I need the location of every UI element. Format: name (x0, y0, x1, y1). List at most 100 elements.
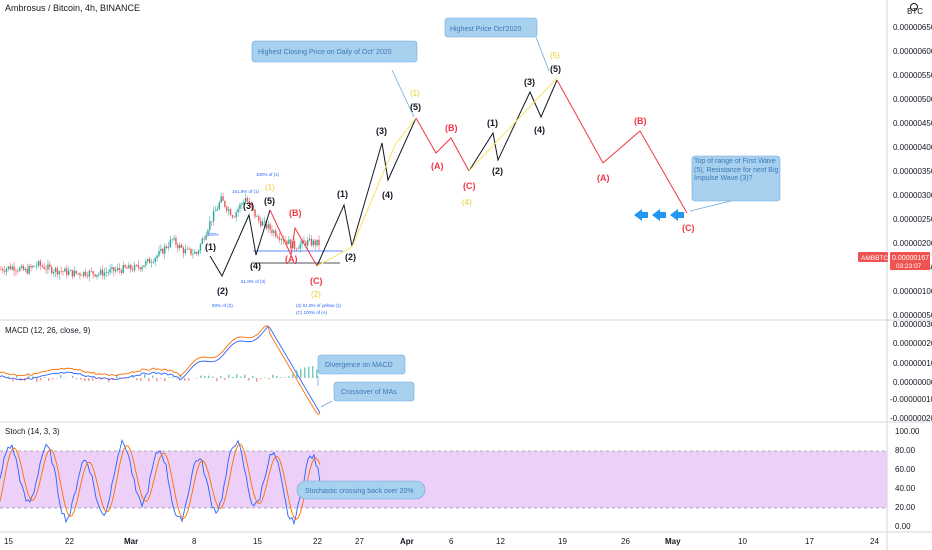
candle-body (203, 238, 205, 240)
fib-label: 100% of (1) (256, 172, 280, 177)
callout-crossover[interactable]: Crossover of MAs (320, 381, 415, 408)
candle-body (98, 273, 100, 275)
stoch-indicator-label[interactable]: Stoch (14, 3, 3) (5, 427, 60, 436)
candle-body (314, 240, 316, 246)
candle-body (37, 261, 40, 266)
price-tick: 0.00000350 (893, 167, 932, 176)
wave-label: (3) (243, 201, 254, 211)
macd-histogram-bar (20, 378, 22, 381)
callout-highest-close[interactable]: Highest Closing Price on Daily of Oct' 2… (251, 40, 418, 118)
wave-label-yellow: (4) (462, 198, 472, 207)
candle-body (32, 265, 34, 268)
callout-divergence[interactable]: Divergence on MACD (317, 354, 406, 386)
candle-body (141, 266, 143, 270)
macd-indicator-label[interactable]: MACD (12, 26, close, 9) (5, 326, 91, 335)
macd-histogram-bar (48, 378, 50, 382)
macd-histogram-bar (240, 376, 242, 378)
candle-body (263, 221, 266, 222)
candle-body (269, 224, 271, 230)
wave-label: (B) (634, 116, 647, 126)
candle-body (190, 248, 192, 255)
candle-body (3, 270, 6, 272)
macd-histogram-bar (296, 370, 298, 378)
time-tick: 10 (738, 537, 747, 546)
candle-body (122, 265, 124, 273)
candle-body (9, 266, 12, 270)
candle-body (120, 270, 123, 273)
candle-body (84, 271, 87, 276)
candle-body (227, 209, 230, 211)
macd-histogram-bar (236, 374, 238, 378)
candle-body (195, 252, 198, 254)
candle-body (246, 197, 249, 202)
candle-body (194, 252, 196, 254)
candle-body (86, 275, 89, 277)
macd-histogram-bar (204, 375, 206, 378)
candle-body (109, 269, 111, 273)
price-axis[interactable]: BTC 0.00000650 0.00000600 0.00000550 0.0… (858, 7, 932, 320)
stoch-axis[interactable]: 100.00 80.00 60.00 40.00 20.00 0.00 (895, 427, 920, 531)
macd-histogram-bar (124, 378, 126, 379)
gear-icon[interactable] (910, 3, 918, 11)
price-candles (0, 192, 320, 282)
candle-body (273, 230, 275, 233)
wave-label: (2) (492, 166, 503, 176)
candle-body (118, 267, 121, 271)
callout-highest-price[interactable]: Highest Price Oct'2020 (444, 17, 550, 72)
candle-body (235, 212, 237, 218)
candle-body (162, 248, 164, 254)
wave-label: (1) (205, 242, 216, 252)
macd-axis[interactable]: 0.00000030 0.00000020 0.00000010 0.00000… (890, 320, 932, 423)
stoch-tick: 60.00 (895, 465, 916, 474)
macd-histogram-bar (256, 378, 258, 382)
candle-body (297, 248, 300, 250)
wave-label: (4) (250, 261, 261, 271)
macd-histogram-bar (156, 378, 158, 382)
time-tick: 22 (65, 537, 74, 546)
price-tick: 0.00000600 (893, 47, 932, 56)
candle-body (243, 202, 245, 204)
candle-body (303, 240, 305, 242)
wave-label: (C) (310, 276, 323, 286)
candle-body (83, 271, 85, 276)
macd-histogram-bar (180, 374, 182, 378)
candle-body (133, 264, 136, 271)
candle-body (278, 237, 281, 240)
macd-histogram-bar (276, 375, 278, 378)
candle-body (39, 261, 42, 266)
candle-body (154, 258, 156, 262)
candle-body (286, 240, 288, 245)
stoch-tick: 0.00 (895, 522, 911, 531)
last-price-text: 0.00000167 (892, 255, 929, 262)
time-tick: 17 (805, 537, 814, 546)
fib-label: (C) 100% of (A) (296, 310, 328, 315)
candle-body (7, 266, 10, 269)
arrow-left-icon (652, 209, 666, 221)
fib-label: 100% (207, 232, 219, 237)
macd-histogram-bar (80, 378, 82, 380)
candle-body (71, 270, 74, 277)
candle-body (30, 266, 32, 268)
wave-label: (4) (534, 125, 545, 135)
candle-body (92, 271, 94, 275)
wave-label: (C) (463, 181, 476, 191)
time-axis[interactable]: 15 22 Mar 8 15 22 27 Apr 6 12 19 26 May … (4, 537, 879, 546)
time-tick: Apr (400, 537, 414, 546)
macd-histogram-bar (96, 378, 98, 379)
macd-histogram-bar (268, 378, 270, 380)
macd-histogram-bar (216, 378, 218, 382)
macd-histogram-bar (244, 374, 246, 378)
callout-stoch-cross[interactable]: Stochastic crossing back over 20% (296, 480, 426, 500)
callout-text: Highest Closing Price on Daily of Oct' 2… (258, 49, 392, 56)
candle-body (233, 217, 236, 218)
fib-label: 50% of (3) (212, 303, 233, 308)
macd-histogram-bar (76, 378, 78, 380)
arrow-left-icon (634, 209, 648, 221)
candle-body (275, 230, 277, 237)
callout-top-of-range[interactable]: Top of range of First Wave (5), Resistan… (689, 155, 781, 212)
price-tick: 0.00000300 (893, 191, 932, 200)
macd-histogram-bar (316, 369, 318, 378)
signal-line (0, 325, 320, 415)
candle-body (116, 267, 119, 270)
macd-tick: 0.00000010 (893, 359, 932, 368)
